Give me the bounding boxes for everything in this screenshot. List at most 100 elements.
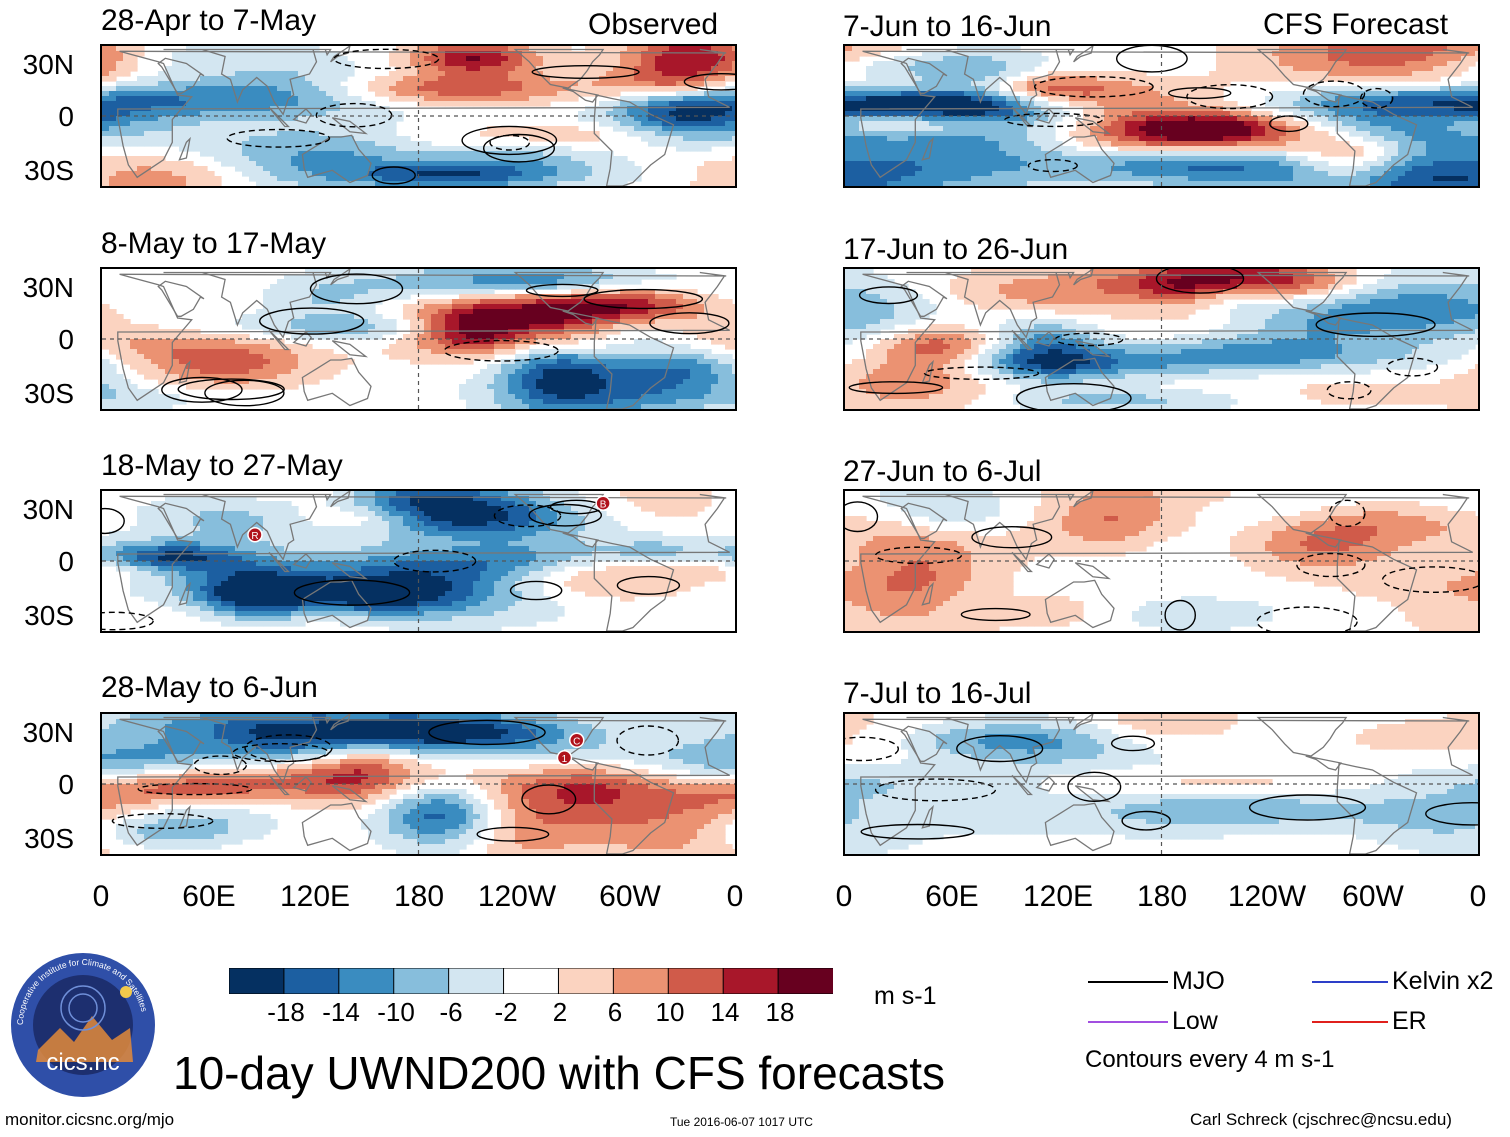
anomaly-cell <box>193 521 201 527</box>
anomaly-cell <box>522 46 530 52</box>
anomaly-cell <box>571 501 579 507</box>
anomaly-cell <box>620 541 628 547</box>
anomaly-cell <box>487 146 495 152</box>
anomaly-cell <box>277 309 285 315</box>
anomaly-cell <box>200 349 208 355</box>
anomaly-cell <box>235 526 243 532</box>
anomaly-cell <box>277 91 285 97</box>
anomaly-cell <box>473 61 481 67</box>
anomaly-cell <box>249 319 257 325</box>
anomaly-cell <box>123 324 131 330</box>
anomaly-cell <box>480 181 488 186</box>
anomaly-cell <box>249 61 257 67</box>
anomaly-cell <box>242 334 250 340</box>
anomaly-cell <box>487 91 495 97</box>
anomaly-cell <box>536 526 544 532</box>
anomaly-cell <box>263 501 271 507</box>
anomaly-cell <box>291 151 299 157</box>
anomaly-cell <box>228 349 236 355</box>
anomaly-cell <box>333 546 341 552</box>
anomaly-cell <box>515 536 523 542</box>
anomaly-cell <box>375 176 383 182</box>
anomaly-cell <box>207 344 215 350</box>
anomaly-cell <box>711 166 719 172</box>
anomaly-cell <box>571 96 579 102</box>
anomaly-cell <box>669 289 677 295</box>
anomaly-cell <box>571 274 579 280</box>
anomaly-cell <box>536 329 544 335</box>
anomaly-cell <box>662 354 670 360</box>
anomaly-cell <box>473 146 481 152</box>
anomaly-cell <box>235 91 243 97</box>
anomaly-cell <box>515 279 523 285</box>
anomaly-cell <box>466 324 474 330</box>
anomaly-cell <box>543 66 551 72</box>
anomaly-cell <box>711 389 719 395</box>
anomaly-cell <box>704 349 712 355</box>
anomaly-cell <box>396 116 404 122</box>
anomaly-cell <box>578 289 586 295</box>
anomaly-cell <box>277 359 285 365</box>
anomaly-cell <box>186 384 194 390</box>
anomaly-cell <box>550 496 558 502</box>
anomaly-cell <box>536 364 544 370</box>
anomaly-cell <box>501 556 509 562</box>
anomaly-cell <box>564 506 572 512</box>
anomaly-cell <box>172 339 180 345</box>
anomaly-cell <box>305 151 313 157</box>
anomaly-cell <box>585 546 593 552</box>
anomaly-cell <box>711 61 719 67</box>
anomaly-cell <box>137 46 145 52</box>
anomaly-cell <box>543 101 551 107</box>
anomaly-cell <box>326 166 334 172</box>
anomaly-cell <box>676 56 684 62</box>
anomaly-cell <box>417 181 425 186</box>
anomaly-cell <box>340 314 348 320</box>
anomaly-cell <box>333 56 341 62</box>
anomaly-cell <box>137 136 145 142</box>
anomaly-cell <box>718 541 726 547</box>
anomaly-cell <box>389 269 397 275</box>
anomaly-cell <box>270 526 278 532</box>
anomaly-cell <box>683 491 691 497</box>
anomaly-cell <box>102 379 110 385</box>
anomaly-cell <box>214 176 222 182</box>
anomaly-cell <box>193 61 201 67</box>
anomaly-cell <box>109 61 117 67</box>
anomaly-cell <box>543 131 551 137</box>
anomaly-cell <box>305 334 313 340</box>
anomaly-cell <box>270 354 278 360</box>
anomaly-cell <box>529 136 537 142</box>
anomaly-cell <box>704 121 712 127</box>
anomaly-cell <box>557 161 565 167</box>
anomaly-cell <box>543 86 551 92</box>
anomaly-cell <box>494 516 502 522</box>
anomaly-cell <box>347 161 355 167</box>
anomaly-cell <box>375 156 383 162</box>
anomaly-cell <box>186 51 194 57</box>
anomaly-cell <box>557 496 565 502</box>
anomaly-cell <box>249 46 257 52</box>
anomaly-cell <box>690 491 698 497</box>
anomaly-cell <box>613 541 621 547</box>
anomaly-cell <box>732 131 735 137</box>
anomaly-cell <box>431 319 439 325</box>
anomaly-cell <box>648 101 656 107</box>
anomaly-cell <box>368 146 376 152</box>
anomaly-cell <box>326 304 334 310</box>
anomaly-cell <box>312 319 320 325</box>
anomaly-cell <box>312 161 320 167</box>
anomaly-cell <box>389 531 397 537</box>
anomaly-cell <box>179 501 187 507</box>
anomaly-cell <box>235 516 243 522</box>
anomaly-cell <box>396 81 404 87</box>
anomaly-cell <box>690 506 698 512</box>
anomaly-cell <box>277 61 285 67</box>
anomaly-cell <box>620 166 628 172</box>
anomaly-cell <box>557 136 565 142</box>
anomaly-cell <box>326 56 334 62</box>
anomaly-cell <box>368 126 376 132</box>
anomaly-cell <box>270 121 278 127</box>
coastline <box>593 94 675 186</box>
anomaly-cell <box>417 289 425 295</box>
